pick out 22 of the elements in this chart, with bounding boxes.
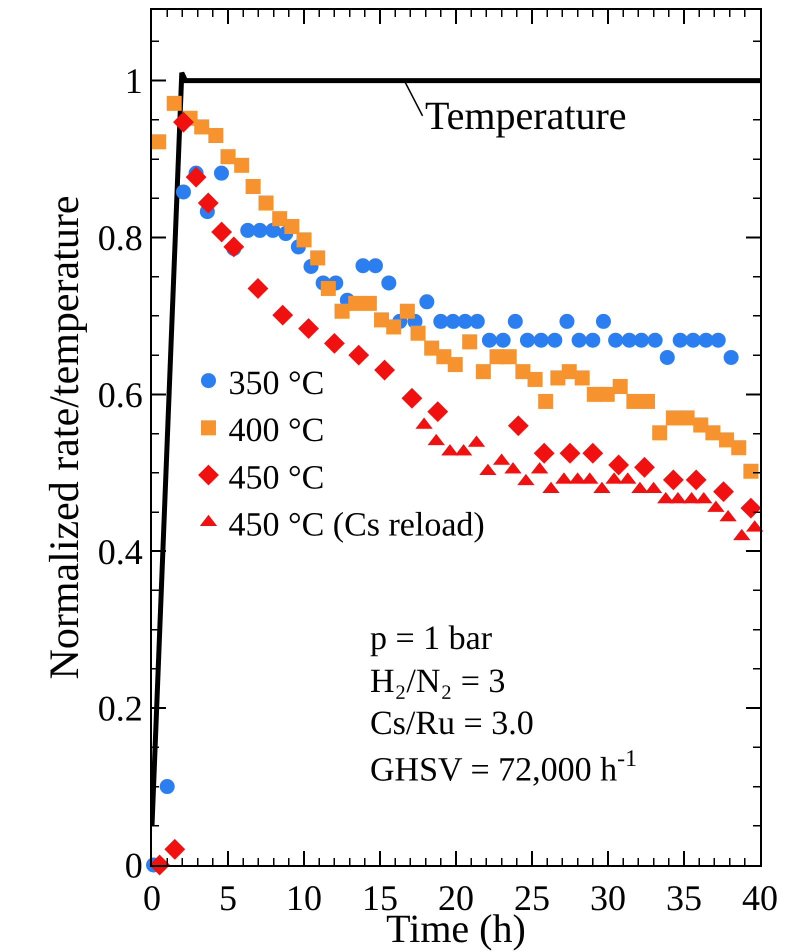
annotation: p = 1 bar	[370, 620, 493, 657]
x-tick-label: 35	[666, 878, 702, 918]
y-tick-label: 0.2	[98, 688, 143, 729]
y-tick-label: 1	[124, 61, 143, 102]
annotation: GHSV = 72,000 h$^{-1}$	[370, 746, 637, 788]
y-tick-label: 0.6	[98, 374, 143, 415]
y-tick-label: 0	[124, 846, 143, 886]
y-axis-title: Normalized rate/temperature	[42, 196, 88, 680]
x-tick-label: 5	[219, 878, 237, 918]
legend-label: 400 °C	[228, 412, 324, 450]
annotation: Cs/Ru = 3.0	[370, 705, 534, 742]
x-tick-label: 40	[742, 878, 778, 918]
legend-label: 450 °C (Cs reload)	[228, 506, 485, 544]
x-tick-label: 30	[590, 878, 626, 918]
y-tick-label: 0.4	[98, 532, 143, 572]
legend-label: 450 °C	[228, 459, 324, 496]
y-tick-label: 0.8	[98, 218, 143, 258]
x-tick-label: 10	[286, 878, 322, 918]
legend-label: 350 °C	[228, 364, 324, 402]
annotation: Temperature	[425, 93, 627, 138]
x-tick-label: 20	[438, 878, 474, 918]
annotation: H₂/N₂ = 3	[370, 663, 506, 700]
